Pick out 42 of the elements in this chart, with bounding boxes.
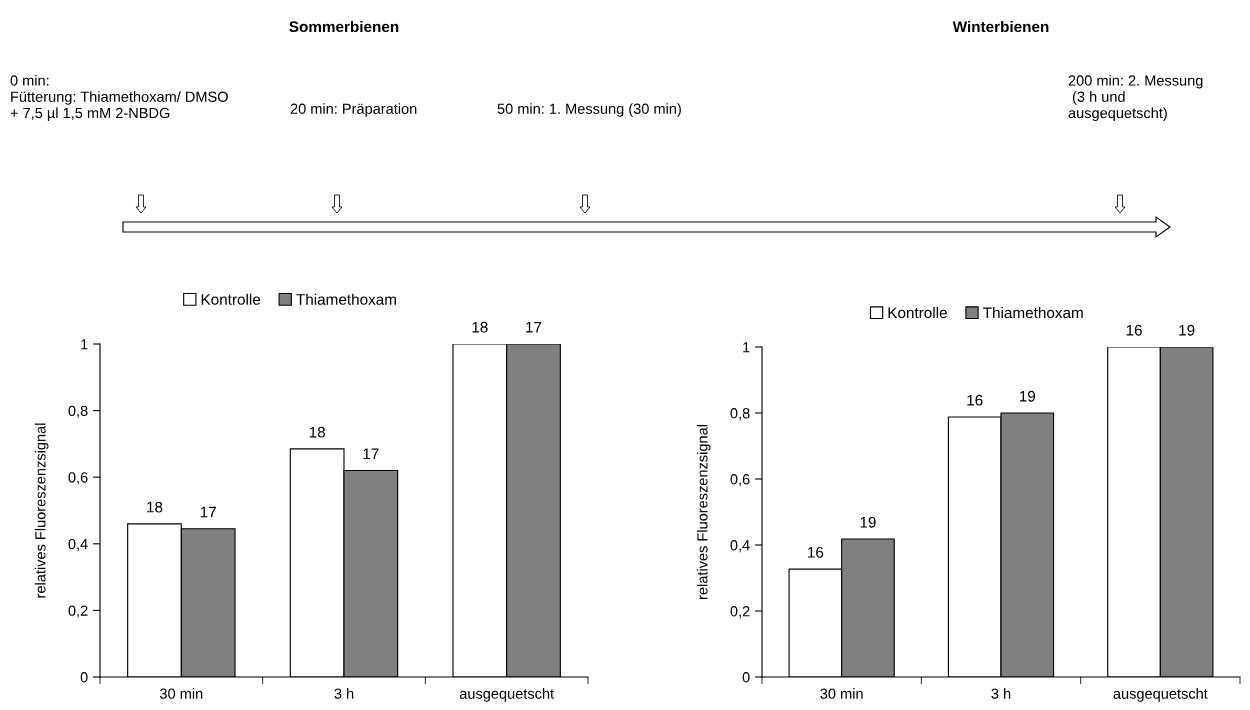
chart-title: Sommerbienen — [289, 20, 399, 33]
text: 20 min: Präparation — [290, 103, 417, 117]
y-tick-label: 0,2 — [730, 606, 750, 619]
y-axis-title: relatives Fluoreszenzsignal — [34, 423, 49, 598]
x-tick-label: 3 h — [334, 688, 354, 699]
y-tick-label: 0 — [80, 672, 88, 683]
y-tick-label: 0 — [742, 672, 750, 683]
annotation: 16 — [808, 546, 824, 558]
annotation: 17 — [363, 448, 379, 460]
text: 50 min: 1. Messung (30 min) — [497, 103, 681, 117]
annotation: 17 — [526, 321, 542, 333]
annotation: 19 — [860, 516, 876, 528]
y-tick-label: 0,8 — [68, 405, 88, 418]
x-tick-label: ausgequetscht — [1113, 688, 1208, 702]
x-tick-label: 3 h — [991, 688, 1011, 699]
annotation: 19 — [1019, 390, 1036, 402]
x-tick-label: 30 min — [160, 688, 203, 699]
annotation: 18 — [309, 426, 325, 438]
chart-title: Winterbienen — [952, 20, 1049, 33]
annotation: 16 — [967, 394, 983, 406]
y-tick-label: 0,2 — [68, 605, 88, 618]
annotation: 17 — [200, 506, 216, 518]
y-tick-label: 1 — [81, 339, 88, 350]
legend-label: Thiamethoxam — [296, 293, 396, 305]
annotation: 19 — [1179, 324, 1195, 336]
annotation: 16 — [1126, 324, 1142, 336]
text: 0 min: Fütterung: Thiamethoxam/ DMSO + 7,5 µl 1,5 mM 2-NBDG — [10, 74, 228, 122]
y-tick-label: 0,4 — [730, 540, 750, 553]
x-tick-label: ausgequetscht — [459, 688, 554, 702]
y-axis-title: relatives Fluoreszenzsignal — [696, 425, 711, 599]
annotation: 18 — [147, 501, 163, 513]
annotation: 18 — [472, 321, 488, 333]
legend-label: Thiamethoxam — [983, 306, 1083, 319]
y-tick-label: 0,8 — [730, 408, 750, 421]
legend-label: Kontrolle — [888, 306, 947, 319]
legend-label: Kontrolle — [201, 293, 261, 305]
y-tick-label: 0,6 — [68, 472, 88, 485]
x-tick-label: 30 min — [820, 688, 863, 699]
y-tick-label: 1 — [743, 342, 750, 353]
y-tick-label: 0,4 — [68, 538, 88, 551]
y-tick-label: 0,6 — [730, 474, 750, 487]
text: 200 min: 2. Messung (3 h und ausgequetscht) — [1068, 74, 1203, 122]
